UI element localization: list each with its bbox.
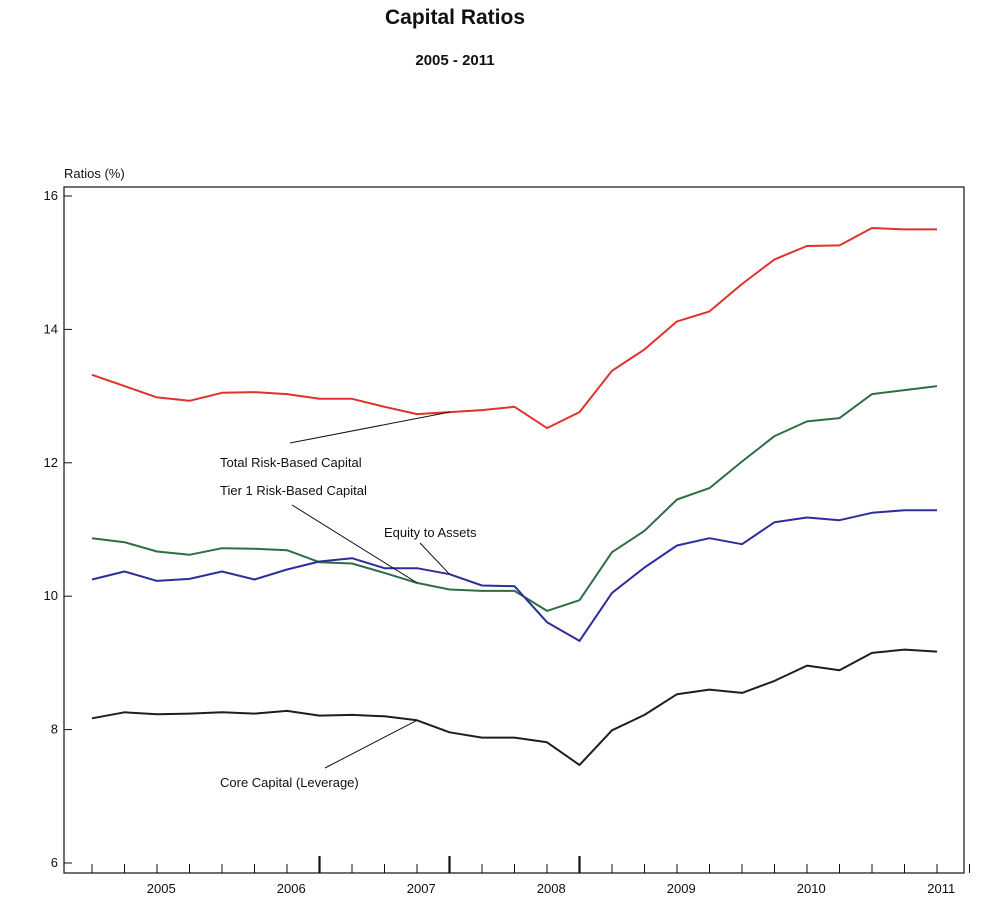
x-tick-label: 2010	[797, 881, 826, 896]
x-tick-label: 2008	[537, 881, 566, 896]
y-tick-label: 14	[44, 321, 58, 336]
annotation-leader	[419, 542, 450, 575]
x-tick-label: 2007	[407, 881, 436, 896]
y-tick-label: 16	[44, 188, 58, 203]
y-tick-label: 12	[44, 455, 58, 470]
x-tick-label: 2009	[667, 881, 696, 896]
series-annotation: Total Risk-Based Capital	[220, 455, 362, 470]
series-annotation: Core Capital (Leverage)	[220, 775, 359, 790]
series-line-1	[91, 385, 938, 612]
x-tick-label: 2005	[147, 881, 176, 896]
y-axis-label: Ratios (%)	[64, 166, 125, 181]
annotation-leader	[291, 504, 418, 584]
chart-subtitle: 2005 - 2011	[415, 52, 495, 69]
x-tick-label: 2011	[927, 881, 955, 896]
x-tick-label: 2006	[277, 881, 306, 896]
chart-title: Capital Ratios	[384, 6, 526, 29]
series-annotation: Tier 1 Risk-Based Capital	[220, 483, 367, 498]
series-line-2	[91, 509, 937, 642]
annotation-leader	[289, 411, 450, 444]
y-tick-label: 10	[44, 588, 58, 603]
series-line-3	[91, 648, 938, 766]
y-tick-label: 6	[51, 855, 58, 870]
plot-frame	[63, 186, 965, 874]
series-annotation: Equity to Assets	[384, 525, 477, 540]
y-tick-label: 8	[51, 722, 58, 737]
annotation-leader	[324, 719, 418, 769]
series-line-0	[91, 227, 937, 430]
